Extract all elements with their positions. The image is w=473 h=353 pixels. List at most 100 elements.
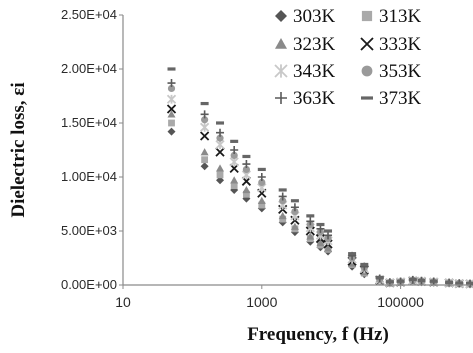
data-point [216, 134, 224, 142]
legend-item-323K: 323K [275, 34, 336, 55]
data-point [200, 148, 209, 156]
data-point [279, 215, 287, 223]
data-point [455, 281, 464, 285]
data-point [306, 232, 315, 240]
legend-label: 323K [293, 34, 336, 55]
legend-marker-square-icon [361, 10, 373, 22]
y-axis-ticks: 0.00E+00 5.00E+03 1.00E+04 1.50E+04 2.00E+04… [61, 7, 123, 292]
data-point [445, 280, 454, 285]
data-point [258, 178, 266, 186]
y-tick-label: 2.00E+04 [61, 61, 117, 76]
data-point [278, 188, 287, 192]
x-tick-label: 100000 [377, 294, 424, 310]
legend-item-353K: 353K [361, 61, 422, 82]
data-point [429, 279, 438, 283]
legend-item-363K: 363K [275, 88, 336, 109]
data-point [200, 110, 209, 119]
data-point [306, 214, 315, 218]
legend: 303K 313K 323K 333K 343K 353K 363K 373K [274, 6, 422, 109]
data-point [243, 190, 250, 198]
data-point [167, 127, 176, 136]
y-tick-label: 2.50E+04 [61, 7, 117, 22]
legend-marker-plus-icon [275, 92, 287, 104]
data-point [290, 203, 299, 212]
data-point [242, 165, 251, 174]
data-point [199, 131, 210, 141]
y-tick-label: 1.50E+04 [61, 115, 117, 130]
legend-item-343K: 343K [274, 61, 336, 82]
legend-label: 313K [379, 6, 422, 27]
legend-item-313K: 313K [361, 6, 422, 27]
data-point [242, 160, 251, 169]
data-point [417, 278, 426, 283]
legend-label: 373K [379, 88, 422, 109]
data-point [230, 151, 238, 159]
y-tick-label: 1.00E+04 [61, 169, 117, 184]
data-point [230, 176, 239, 184]
data-point [167, 84, 176, 93]
data-point [290, 199, 299, 203]
legend-label: 343K [293, 61, 336, 82]
data-point [216, 164, 225, 172]
legend-item-303K: 303K [275, 6, 336, 27]
data-point [408, 277, 417, 281]
legend-label: 303K [293, 6, 336, 27]
data-point [466, 281, 473, 286]
data-point [278, 211, 287, 220]
legend-marker-triangle-icon [275, 38, 287, 49]
data-point [306, 217, 315, 226]
data-point [216, 121, 225, 125]
legend-marker-asterisk-icon [274, 64, 288, 78]
data-point [230, 139, 239, 143]
legend-item-373K: 373K [361, 88, 422, 109]
data-point [291, 207, 299, 216]
legend-marker-diamond-icon [275, 10, 287, 22]
data-point [230, 182, 238, 190]
series-373K [167, 67, 473, 286]
data-point [279, 197, 287, 205]
data-point [201, 156, 209, 164]
data-point [166, 94, 177, 104]
data-point [258, 201, 266, 209]
data-point [257, 167, 266, 172]
data-point [168, 119, 175, 127]
data-point [290, 222, 299, 230]
legend-label: 363K [293, 88, 336, 109]
data-point [375, 275, 384, 280]
data-point [199, 122, 210, 132]
plot-marks [166, 67, 473, 289]
data-point [316, 224, 325, 233]
y-tick-label: 5.00E+03 [61, 223, 117, 238]
legend-label: 353K [379, 61, 422, 82]
legend-item-333K: 333K [360, 34, 422, 55]
data-point [242, 154, 251, 159]
data-point [230, 146, 239, 154]
data-point [278, 192, 287, 201]
data-point [324, 229, 333, 233]
data-point [396, 279, 405, 283]
data-point [316, 222, 325, 227]
y-axis-title: Dielectric loss, εi [8, 82, 29, 217]
legend-marker-dash-icon [361, 96, 373, 100]
legend-label: 333K [379, 34, 422, 55]
x-tick-label: 10 [115, 294, 131, 310]
data-point [215, 147, 225, 157]
data-point [385, 280, 394, 284]
x-axis-ticks: 10 1000 100000 [115, 285, 424, 310]
data-point [200, 162, 209, 171]
legend-marker-circle-icon [361, 65, 373, 77]
data-point [216, 128, 225, 137]
data-point [257, 173, 266, 181]
data-point [316, 238, 325, 247]
data-point [167, 67, 176, 71]
data-point [242, 185, 251, 194]
data-point [200, 101, 209, 106]
data-point [348, 252, 357, 256]
data-point [257, 196, 266, 204]
data-point [324, 231, 333, 240]
data-point [360, 262, 369, 267]
x-axis-title: Frequency, f (Hz) [247, 324, 389, 345]
data-point [167, 79, 176, 88]
